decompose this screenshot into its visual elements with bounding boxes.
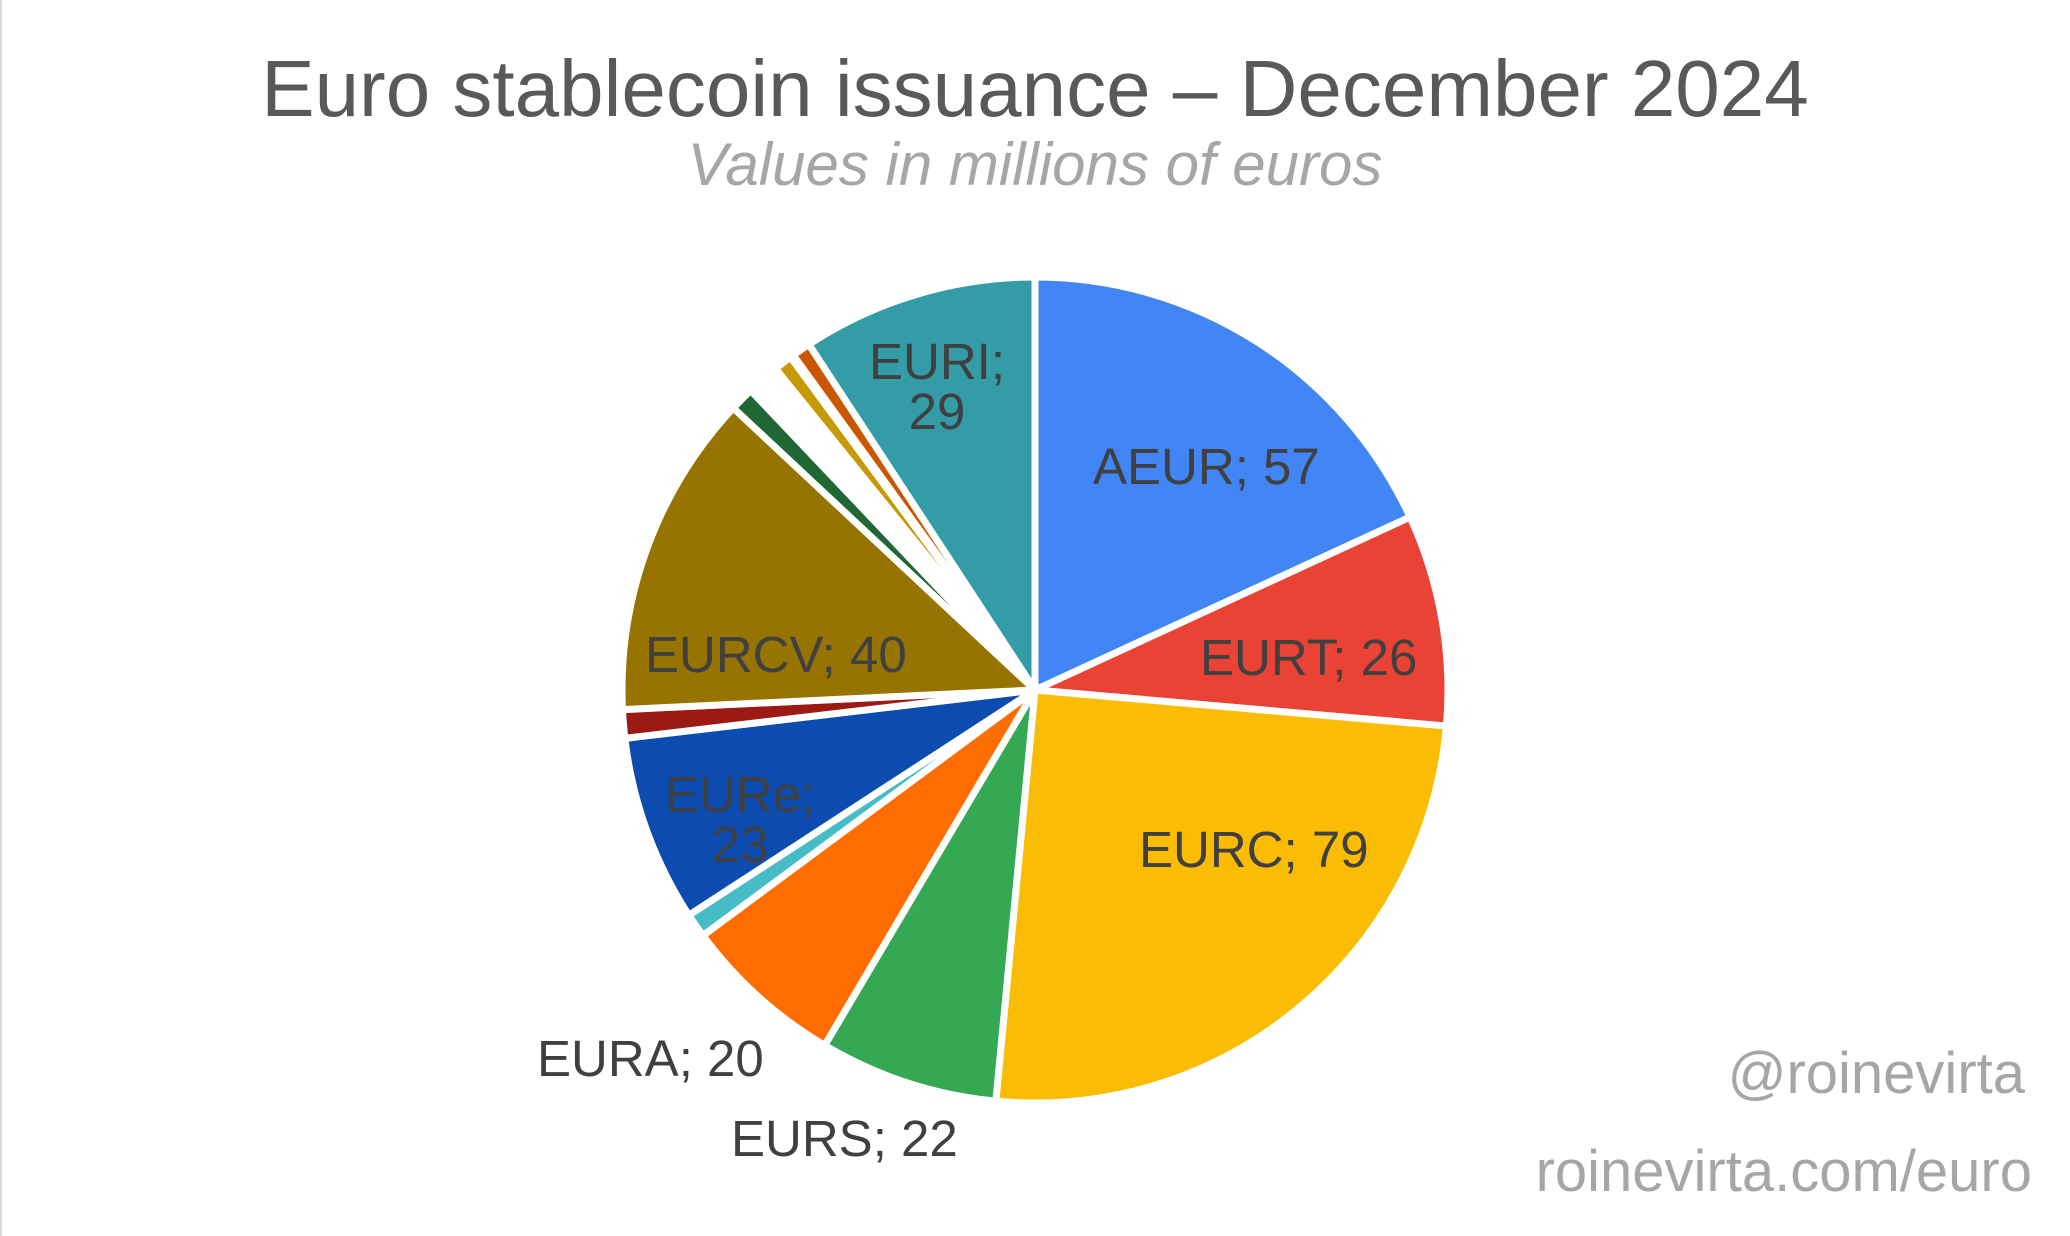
pie-slice-euri xyxy=(805,273,1039,694)
label-euri: EURI; 29 xyxy=(862,333,1012,440)
label-eurs: EURS; 22 xyxy=(731,1110,958,1167)
watermark-url: roinevirta.com/euro xyxy=(1535,1139,2032,1204)
pie-slice-eura xyxy=(699,686,1039,1049)
label-eurt: EURT; 26 xyxy=(1200,629,1418,686)
label-eurc: EURC; 79 xyxy=(1139,821,1369,878)
pie-slice-eure xyxy=(621,686,1039,919)
chart-title: Euro stablecoin issuance – December 2024 xyxy=(261,44,1809,133)
label-eure: EURe; 23 xyxy=(655,766,825,873)
pie-slice-eurs xyxy=(821,686,1039,1105)
pie-slice-eurcv xyxy=(618,404,1039,714)
label-euri-value: 29 xyxy=(908,383,966,440)
label-eura: EURA; 20 xyxy=(537,1030,764,1087)
label-euri-name: EURI; xyxy=(868,333,1006,390)
label-aeur: AEUR; 57 xyxy=(1093,438,1320,495)
pie-slice-aeur xyxy=(1031,273,1414,694)
pie-slice-eurt xyxy=(1031,513,1452,730)
chart-subtitle: Values in millions of euros xyxy=(687,131,1383,198)
watermark-handle: @roinevirta xyxy=(1727,1041,2025,1106)
label-eure-name: EURe; xyxy=(664,766,816,823)
label-eure-value: 23 xyxy=(711,816,769,873)
pie-slice-eurc xyxy=(992,686,1450,1107)
label-eurcv: EURCV; 40 xyxy=(645,626,907,683)
left-border-line xyxy=(0,0,2,1236)
